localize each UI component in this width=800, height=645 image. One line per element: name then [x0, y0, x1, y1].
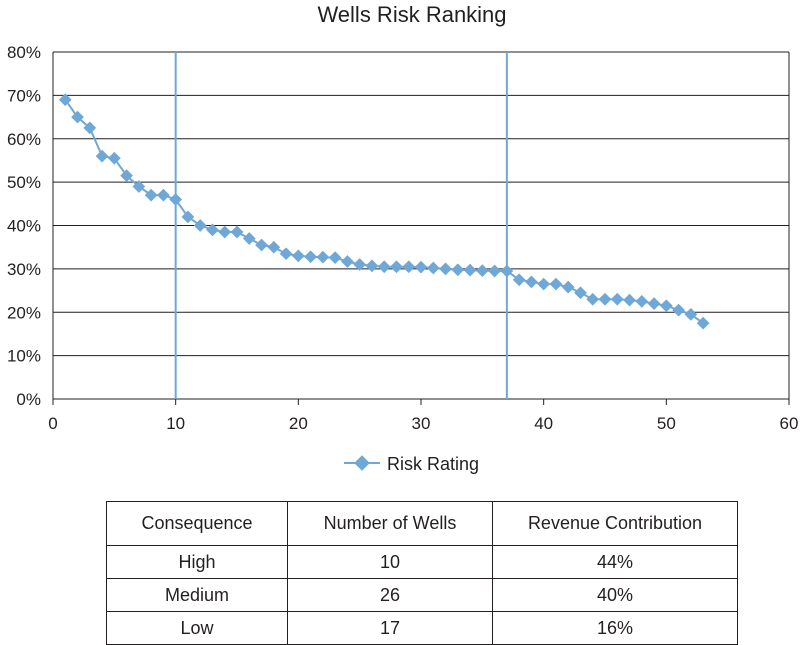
data-point: [365, 259, 379, 273]
data-point: [537, 277, 551, 291]
row-revenue-contribution: 40%: [492, 578, 738, 612]
x-tick-label: 50: [657, 414, 676, 433]
table-row: Medium 26 40%: [106, 578, 738, 612]
gridlines: [53, 51, 789, 400]
data-point: [635, 295, 649, 308]
data-point: [574, 286, 587, 300]
y-tick-label: 20%: [7, 303, 41, 322]
data-point: [414, 260, 428, 274]
data-point: [353, 258, 367, 271]
x-tick-label: 30: [412, 414, 431, 433]
data-point: [512, 273, 526, 287]
x-tick-label: 20: [289, 414, 308, 433]
data-point: [144, 188, 158, 202]
x-tick-label: 60: [780, 414, 799, 433]
table-row: High 10 44%: [106, 545, 738, 579]
y-tick-label: 70%: [7, 86, 41, 105]
data-point: [463, 263, 477, 277]
y-tick-label: 0%: [16, 390, 41, 409]
data-point: [451, 263, 465, 277]
row-revenue-contribution: 44%: [492, 545, 738, 579]
data-point: [304, 250, 317, 264]
data-point: [647, 297, 661, 310]
y-tick-label: 30%: [7, 260, 41, 279]
data-point: [402, 260, 416, 274]
header-consequence: Consequence: [106, 501, 288, 546]
chart-title: Wells Risk Ranking: [317, 2, 506, 27]
data-point: [525, 275, 538, 289]
x-tick-labels: 0 10 20 30 40 50 60: [48, 414, 798, 433]
data-point: [549, 277, 563, 291]
data-point: [120, 169, 133, 182]
legend-label: Risk Rating: [387, 454, 479, 474]
legend-marker: [354, 455, 370, 471]
y-tick-labels: 0% 10% 20% 30% 40% 50% 60% 70% 80%: [7, 43, 41, 409]
data-point: [561, 280, 575, 294]
row-consequence: Low: [106, 611, 288, 645]
data-point: [672, 303, 685, 317]
data-point: [255, 238, 268, 252]
data-point: [206, 223, 219, 237]
x-tick-label: 0: [48, 414, 57, 433]
data-point: [291, 249, 305, 263]
summary-table: Consequence Number of Wells Revenue Cont…: [106, 501, 738, 645]
data-point: [58, 93, 72, 107]
data-point: [279, 247, 293, 261]
row-number-of-wells: 10: [287, 545, 493, 579]
data-point: [623, 293, 636, 307]
series-line: [64, 99, 704, 324]
data-point: [242, 232, 256, 245]
y-tick-label: 40%: [7, 217, 41, 236]
risk-ranking-chart: Wells Risk Ranking 0 10 20 30 40 50 60 0% 10% 20…: [7, 2, 798, 474]
data-point: [193, 219, 207, 232]
data-point: [684, 308, 698, 321]
data-point: [377, 260, 391, 274]
header-number-of-wells: Number of Wells: [287, 501, 493, 546]
data-point: [475, 264, 489, 277]
row-number-of-wells: 17: [287, 611, 493, 645]
data-point: [598, 292, 612, 306]
row-number-of-wells: 26: [287, 578, 493, 612]
x-tick-label: 40: [534, 414, 553, 433]
data-point: [230, 225, 244, 239]
legend: Risk Rating: [344, 454, 479, 474]
data-point: [500, 264, 514, 278]
y-tick-label: 60%: [7, 130, 41, 149]
data-point: [439, 262, 452, 276]
data-point: [610, 292, 624, 306]
data-point: [488, 264, 501, 278]
row-consequence: High: [106, 545, 288, 579]
data-point: [169, 193, 183, 206]
data-point: [390, 260, 403, 274]
data-point: [586, 292, 600, 306]
header-revenue-contribution: Revenue Contribution: [492, 501, 738, 546]
axes: [52, 52, 790, 405]
data-point: [218, 225, 232, 239]
table-header-row: Consequence Number of Wells Revenue Cont…: [106, 501, 738, 546]
data-point: [157, 188, 170, 202]
y-tick-label: 80%: [7, 43, 41, 62]
data-point: [426, 261, 440, 275]
vertical-markers: [174, 52, 508, 399]
data-point: [696, 316, 710, 330]
data-point: [341, 255, 354, 268]
row-revenue-contribution: 16%: [492, 611, 738, 645]
x-tick-label: 10: [166, 414, 185, 433]
table-row: Low 17 16%: [106, 611, 738, 645]
data-point: [267, 240, 281, 254]
y-tick-label: 50%: [7, 173, 41, 192]
y-tick-label: 10%: [7, 347, 41, 366]
data-point: [132, 180, 146, 193]
data-point: [181, 210, 195, 224]
data-point: [95, 149, 109, 163]
row-consequence: Medium: [106, 578, 288, 612]
data-point: [316, 250, 330, 264]
data-point: [328, 251, 342, 264]
data-point: [107, 151, 121, 165]
data-point: [659, 299, 673, 313]
series-risk-rating: [58, 93, 710, 330]
